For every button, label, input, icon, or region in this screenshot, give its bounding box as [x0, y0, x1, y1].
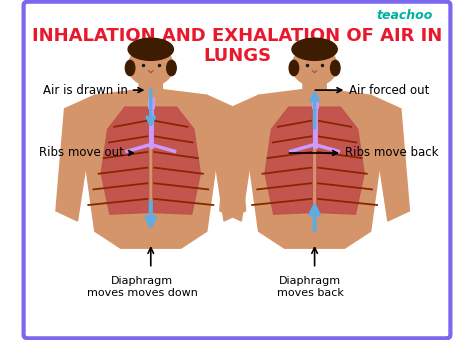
Polygon shape	[265, 107, 312, 214]
Text: INHALATION AND EXHALATION OF AIR IN: INHALATION AND EXHALATION OF AIR IN	[32, 27, 442, 45]
Polygon shape	[84, 88, 218, 248]
Polygon shape	[153, 107, 201, 214]
Text: Diaphragm
moves moves down: Diaphragm moves moves down	[87, 276, 198, 298]
FancyBboxPatch shape	[24, 2, 450, 338]
Text: Diaphragm
moves back: Diaphragm moves back	[277, 276, 344, 298]
Polygon shape	[56, 95, 108, 221]
Polygon shape	[358, 95, 410, 221]
Ellipse shape	[292, 38, 337, 61]
Polygon shape	[194, 95, 246, 221]
Polygon shape	[248, 88, 382, 248]
Text: teachoo: teachoo	[377, 9, 433, 22]
Text: Ribs move out: Ribs move out	[39, 147, 133, 159]
FancyBboxPatch shape	[303, 75, 326, 97]
Ellipse shape	[292, 47, 337, 86]
Polygon shape	[220, 95, 272, 221]
Text: Air forced out: Air forced out	[315, 84, 429, 97]
Text: LUNGS: LUNGS	[203, 47, 271, 65]
Ellipse shape	[128, 38, 173, 61]
Ellipse shape	[330, 61, 340, 75]
Ellipse shape	[128, 47, 173, 86]
FancyBboxPatch shape	[139, 75, 163, 97]
Ellipse shape	[167, 61, 176, 75]
Polygon shape	[101, 107, 149, 214]
Ellipse shape	[125, 61, 135, 75]
Ellipse shape	[289, 61, 299, 75]
Text: Air is drawn in: Air is drawn in	[43, 84, 143, 97]
Text: Ribs move back: Ribs move back	[289, 147, 438, 159]
Polygon shape	[317, 107, 364, 214]
